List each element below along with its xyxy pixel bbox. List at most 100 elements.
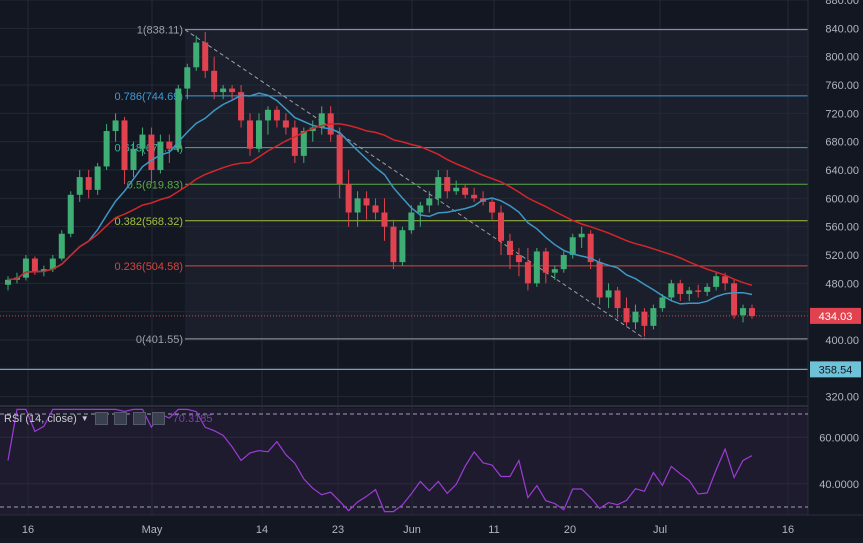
candle-body [184, 67, 191, 89]
candle-body [121, 120, 128, 171]
candle-body [354, 198, 361, 213]
candle-body [740, 308, 747, 316]
price-tick-label: 480.00 [825, 278, 859, 290]
candle-body [130, 148, 137, 171]
candle-body [255, 120, 262, 149]
price-tick-label: 400.00 [825, 335, 859, 347]
date-tick-label: May [142, 524, 163, 536]
candle-body [381, 212, 388, 227]
candle-body [462, 187, 469, 195]
candle-body [282, 120, 289, 128]
date-axis-bg [0, 515, 863, 538]
candle-body [623, 308, 630, 323]
candle-body [336, 134, 343, 185]
candle-body [112, 120, 119, 132]
ma-long-line [7, 123, 753, 287]
rsi-tick-label: 40.0000 [819, 479, 859, 491]
candle-body [31, 258, 38, 272]
candle-body [408, 212, 415, 231]
candle-body [229, 88, 236, 93]
price-tick-label: 840.00 [825, 23, 859, 35]
candle-body [85, 177, 92, 190]
candle-body [453, 187, 460, 192]
candle-body [148, 134, 155, 171]
trend-line [184, 29, 646, 340]
candle-body [103, 131, 110, 167]
candle-body [40, 269, 47, 272]
caret-down-icon[interactable]: ▼ [80, 414, 89, 423]
fib-label: 0.786(744.69) [115, 91, 184, 103]
price-tick-label: 560.00 [825, 222, 859, 234]
candle-body [659, 297, 666, 309]
date-tick-label: Jul [653, 524, 667, 536]
candle-body [506, 240, 513, 256]
price-tick-label: 520.00 [825, 250, 859, 262]
candle-body [578, 233, 585, 238]
candle-body [58, 233, 65, 259]
candle-body [300, 131, 307, 156]
candle-body [426, 198, 433, 206]
candle-body [399, 230, 406, 263]
candle-body [67, 194, 74, 234]
candle-body [22, 258, 29, 278]
ma-short-line [7, 92, 753, 305]
candle-body [560, 255, 567, 270]
candle-body [632, 311, 639, 323]
rsi-pane [0, 408, 808, 515]
candle-body [291, 127, 298, 156]
price-tick-label: 720.00 [825, 108, 859, 120]
date-tick-label: 16 [22, 524, 34, 536]
candle-body [318, 113, 325, 128]
candle-body [587, 233, 594, 263]
candle-body [238, 92, 245, 121]
close-icon[interactable] [132, 412, 146, 425]
price-tick-label: 640.00 [825, 165, 859, 177]
candle-body [677, 283, 684, 294]
candle-body [193, 42, 200, 68]
eye-icon[interactable] [94, 412, 108, 425]
candle-body [596, 262, 603, 298]
candle-body [345, 184, 352, 213]
date-tick-label: 11 [488, 524, 499, 536]
candle-body [175, 88, 182, 149]
candle-body [614, 290, 621, 309]
candle-body [524, 262, 531, 284]
rsi-legend[interactable]: RSI (14, close) ▼ 70.3185 [4, 412, 212, 425]
price-tick-label: 680.00 [825, 137, 859, 149]
rsi-line [7, 408, 753, 513]
candle-body [372, 205, 379, 213]
candle-body [211, 70, 218, 93]
candle-body [76, 177, 83, 195]
date-tick-label: Jun [403, 524, 421, 536]
candle-body [363, 198, 370, 206]
rsi-tick-label: 60.0000 [819, 432, 859, 444]
candle-body [5, 279, 11, 285]
rsi-legend-label: RSI (14, close) [4, 412, 77, 425]
fib-label: 1(838.11) [137, 25, 183, 37]
candle-body [650, 308, 657, 326]
candle-body [704, 286, 711, 292]
date-tick-label: 23 [332, 524, 344, 536]
candle-body [202, 42, 209, 71]
current-price-badge-bg [810, 307, 861, 324]
candle-body [749, 308, 755, 316]
settings-icon[interactable] [113, 412, 127, 425]
candle-body [695, 290, 702, 292]
price-tick-label: 320.00 [825, 392, 859, 404]
candle-body [641, 311, 648, 326]
candle-body [247, 120, 254, 149]
candle-body [533, 251, 540, 284]
candle-body [713, 276, 720, 287]
rsi-value: 70.3185 [172, 412, 213, 425]
candle-body [515, 255, 522, 263]
candle-body [731, 283, 738, 316]
more-icon[interactable] [151, 412, 165, 425]
candle-body [668, 283, 675, 298]
current-price-badge: 434.03 [819, 311, 853, 323]
candle-body [498, 212, 505, 241]
price-tick-label: 800.00 [825, 52, 859, 64]
support-badge-bg [810, 361, 861, 378]
price-tick-label: 760.00 [825, 80, 859, 92]
